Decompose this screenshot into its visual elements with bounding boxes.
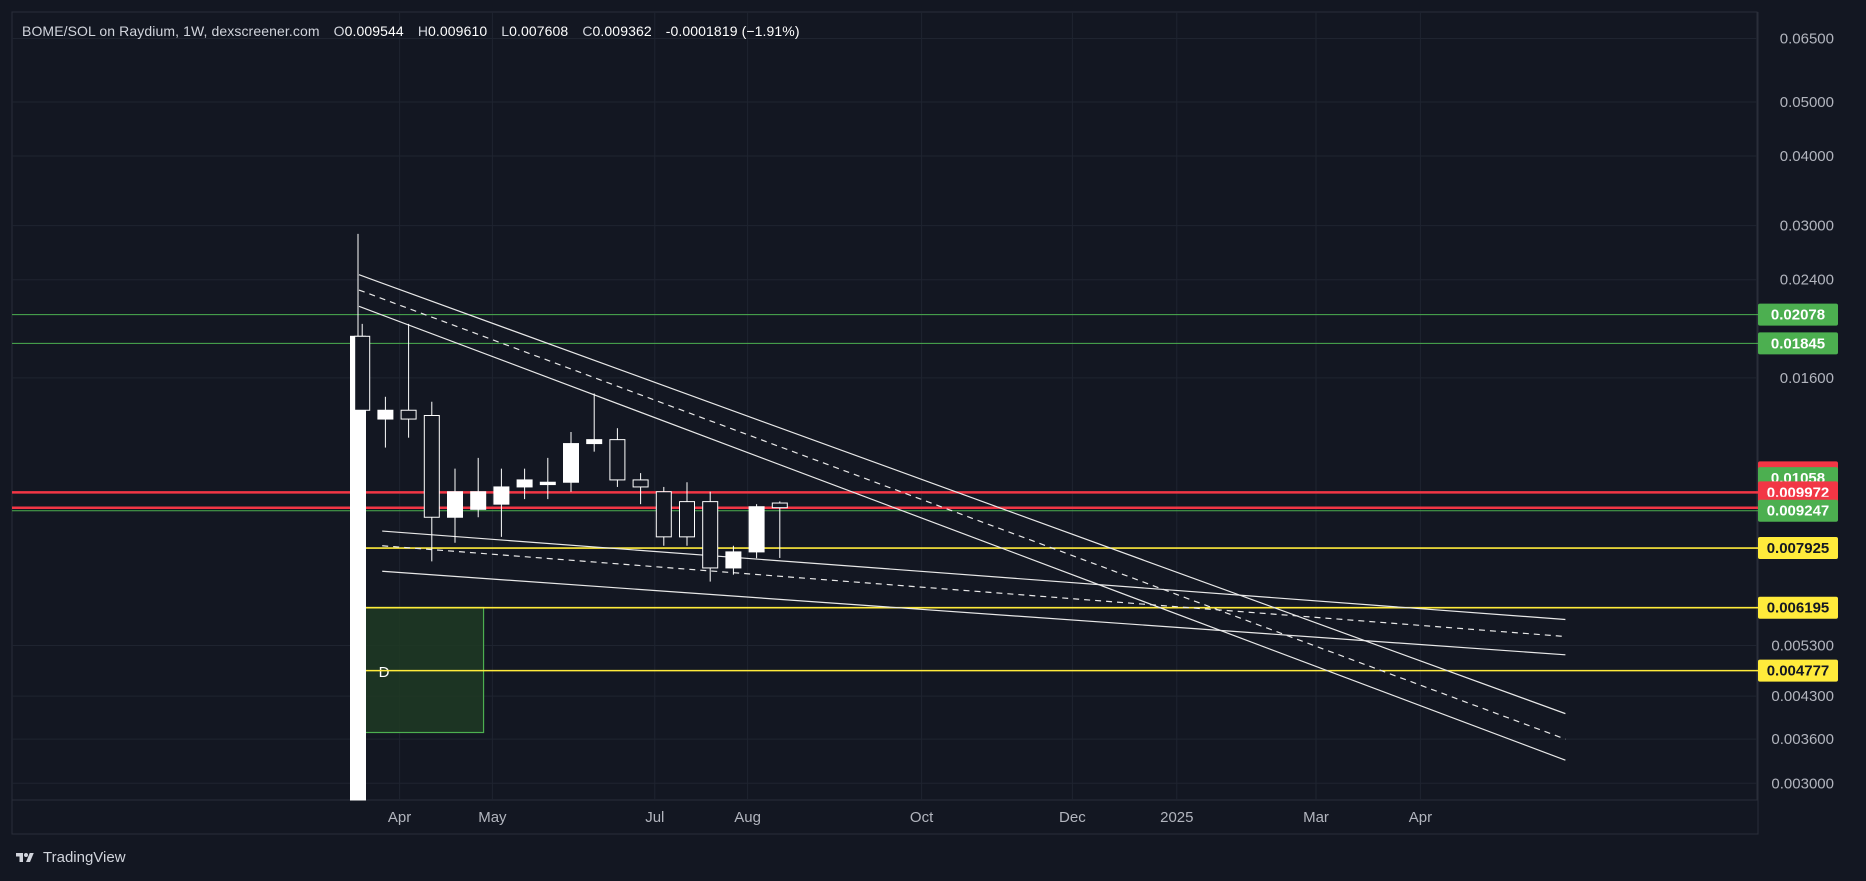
close-label: C: [582, 23, 593, 39]
x-tick-label: Aug: [734, 809, 761, 826]
price-label-green: [1758, 499, 1838, 522]
y-tick-label: 0.005300: [1771, 637, 1834, 654]
tradingview-brand[interactable]: TradingView: [13, 849, 126, 866]
candle-down: [655, 491, 672, 538]
change-value: -0.0001819 (−1.91%): [665, 23, 800, 39]
candle-up: [470, 491, 487, 510]
candle-up: [377, 409, 394, 420]
close-value: 0.009362: [592, 23, 652, 39]
y-tick-label: 0.003600: [1771, 731, 1834, 748]
price-label-green: [1758, 332, 1838, 355]
candle-up: [539, 481, 556, 486]
x-tick-label: 2025: [1160, 809, 1193, 826]
symbol-title: BOME/SOL on Raydium, 1W, dexscreener.com: [22, 23, 320, 39]
candle-up: [725, 551, 742, 569]
y-tick-label: 0.04000: [1780, 148, 1834, 165]
price-label-text: 0.004777: [1767, 663, 1830, 680]
y-tick-label: 0.003000: [1771, 775, 1834, 792]
price-label-text: 0.009247: [1767, 503, 1830, 520]
candle-up: [563, 443, 579, 483]
candle-down: [702, 501, 719, 569]
x-tick-label: Apr: [388, 809, 411, 826]
trend-line-dashed: [358, 289, 1566, 740]
high-label: H: [417, 23, 429, 39]
trend-line: [358, 305, 1566, 761]
candle-down: [354, 335, 371, 411]
tradingview-logo-icon: [16, 852, 34, 862]
x-tick-label: Dec: [1059, 809, 1086, 826]
y-tick-label: 0.004300: [1771, 688, 1834, 705]
price-label-yellow: [1758, 659, 1838, 682]
candle-down: [632, 479, 649, 488]
candle-down: [771, 502, 788, 509]
low-value: 0.007608: [509, 23, 569, 39]
trend-line: [382, 530, 1566, 621]
open-value: 0.009544: [344, 23, 404, 39]
x-tick-label: Jul: [645, 809, 664, 826]
candle-up: [493, 486, 510, 505]
x-tick-label: Oct: [910, 809, 934, 826]
y-tick-label: 0.06500: [1780, 30, 1834, 47]
y-tick-label: 0.05000: [1780, 94, 1834, 111]
trend-line: [382, 570, 1566, 656]
candle-down: [609, 439, 626, 481]
x-tick-label: May: [478, 809, 507, 826]
open-label: O: [333, 23, 345, 39]
legend-header: BOME/SOL on Raydium, 1W, dexscreener.com…: [22, 23, 800, 39]
price-label-yellow: [1758, 537, 1838, 560]
low-label: L: [501, 23, 510, 39]
price-label-yellow: [1758, 596, 1838, 619]
x-tick-label: Mar: [1303, 809, 1329, 826]
y-tick-label: 0.01600: [1780, 370, 1834, 387]
candle-up: [748, 506, 765, 553]
y-tick-label: 0.02400: [1780, 272, 1834, 289]
y-tick-label: 0.03000: [1780, 218, 1834, 235]
x-tick-label: Apr: [1409, 809, 1432, 826]
candle-up: [447, 491, 463, 518]
price-label-text: 0.02078: [1771, 307, 1825, 324]
brand-name: TradingView: [43, 849, 126, 866]
high-value: 0.009610: [428, 23, 488, 39]
candle-down: [423, 414, 440, 518]
demand-zone-label: D: [379, 664, 390, 681]
candle-up: [586, 439, 603, 445]
candle-down: [679, 501, 695, 538]
price-label-text: 0.006195: [1767, 600, 1830, 617]
candle-down: [400, 409, 417, 420]
price-label-green: [1758, 303, 1838, 326]
candle-up: [516, 479, 533, 488]
price-label-text: 0.007925: [1767, 540, 1830, 557]
price-label-text: 0.01845: [1771, 335, 1825, 352]
